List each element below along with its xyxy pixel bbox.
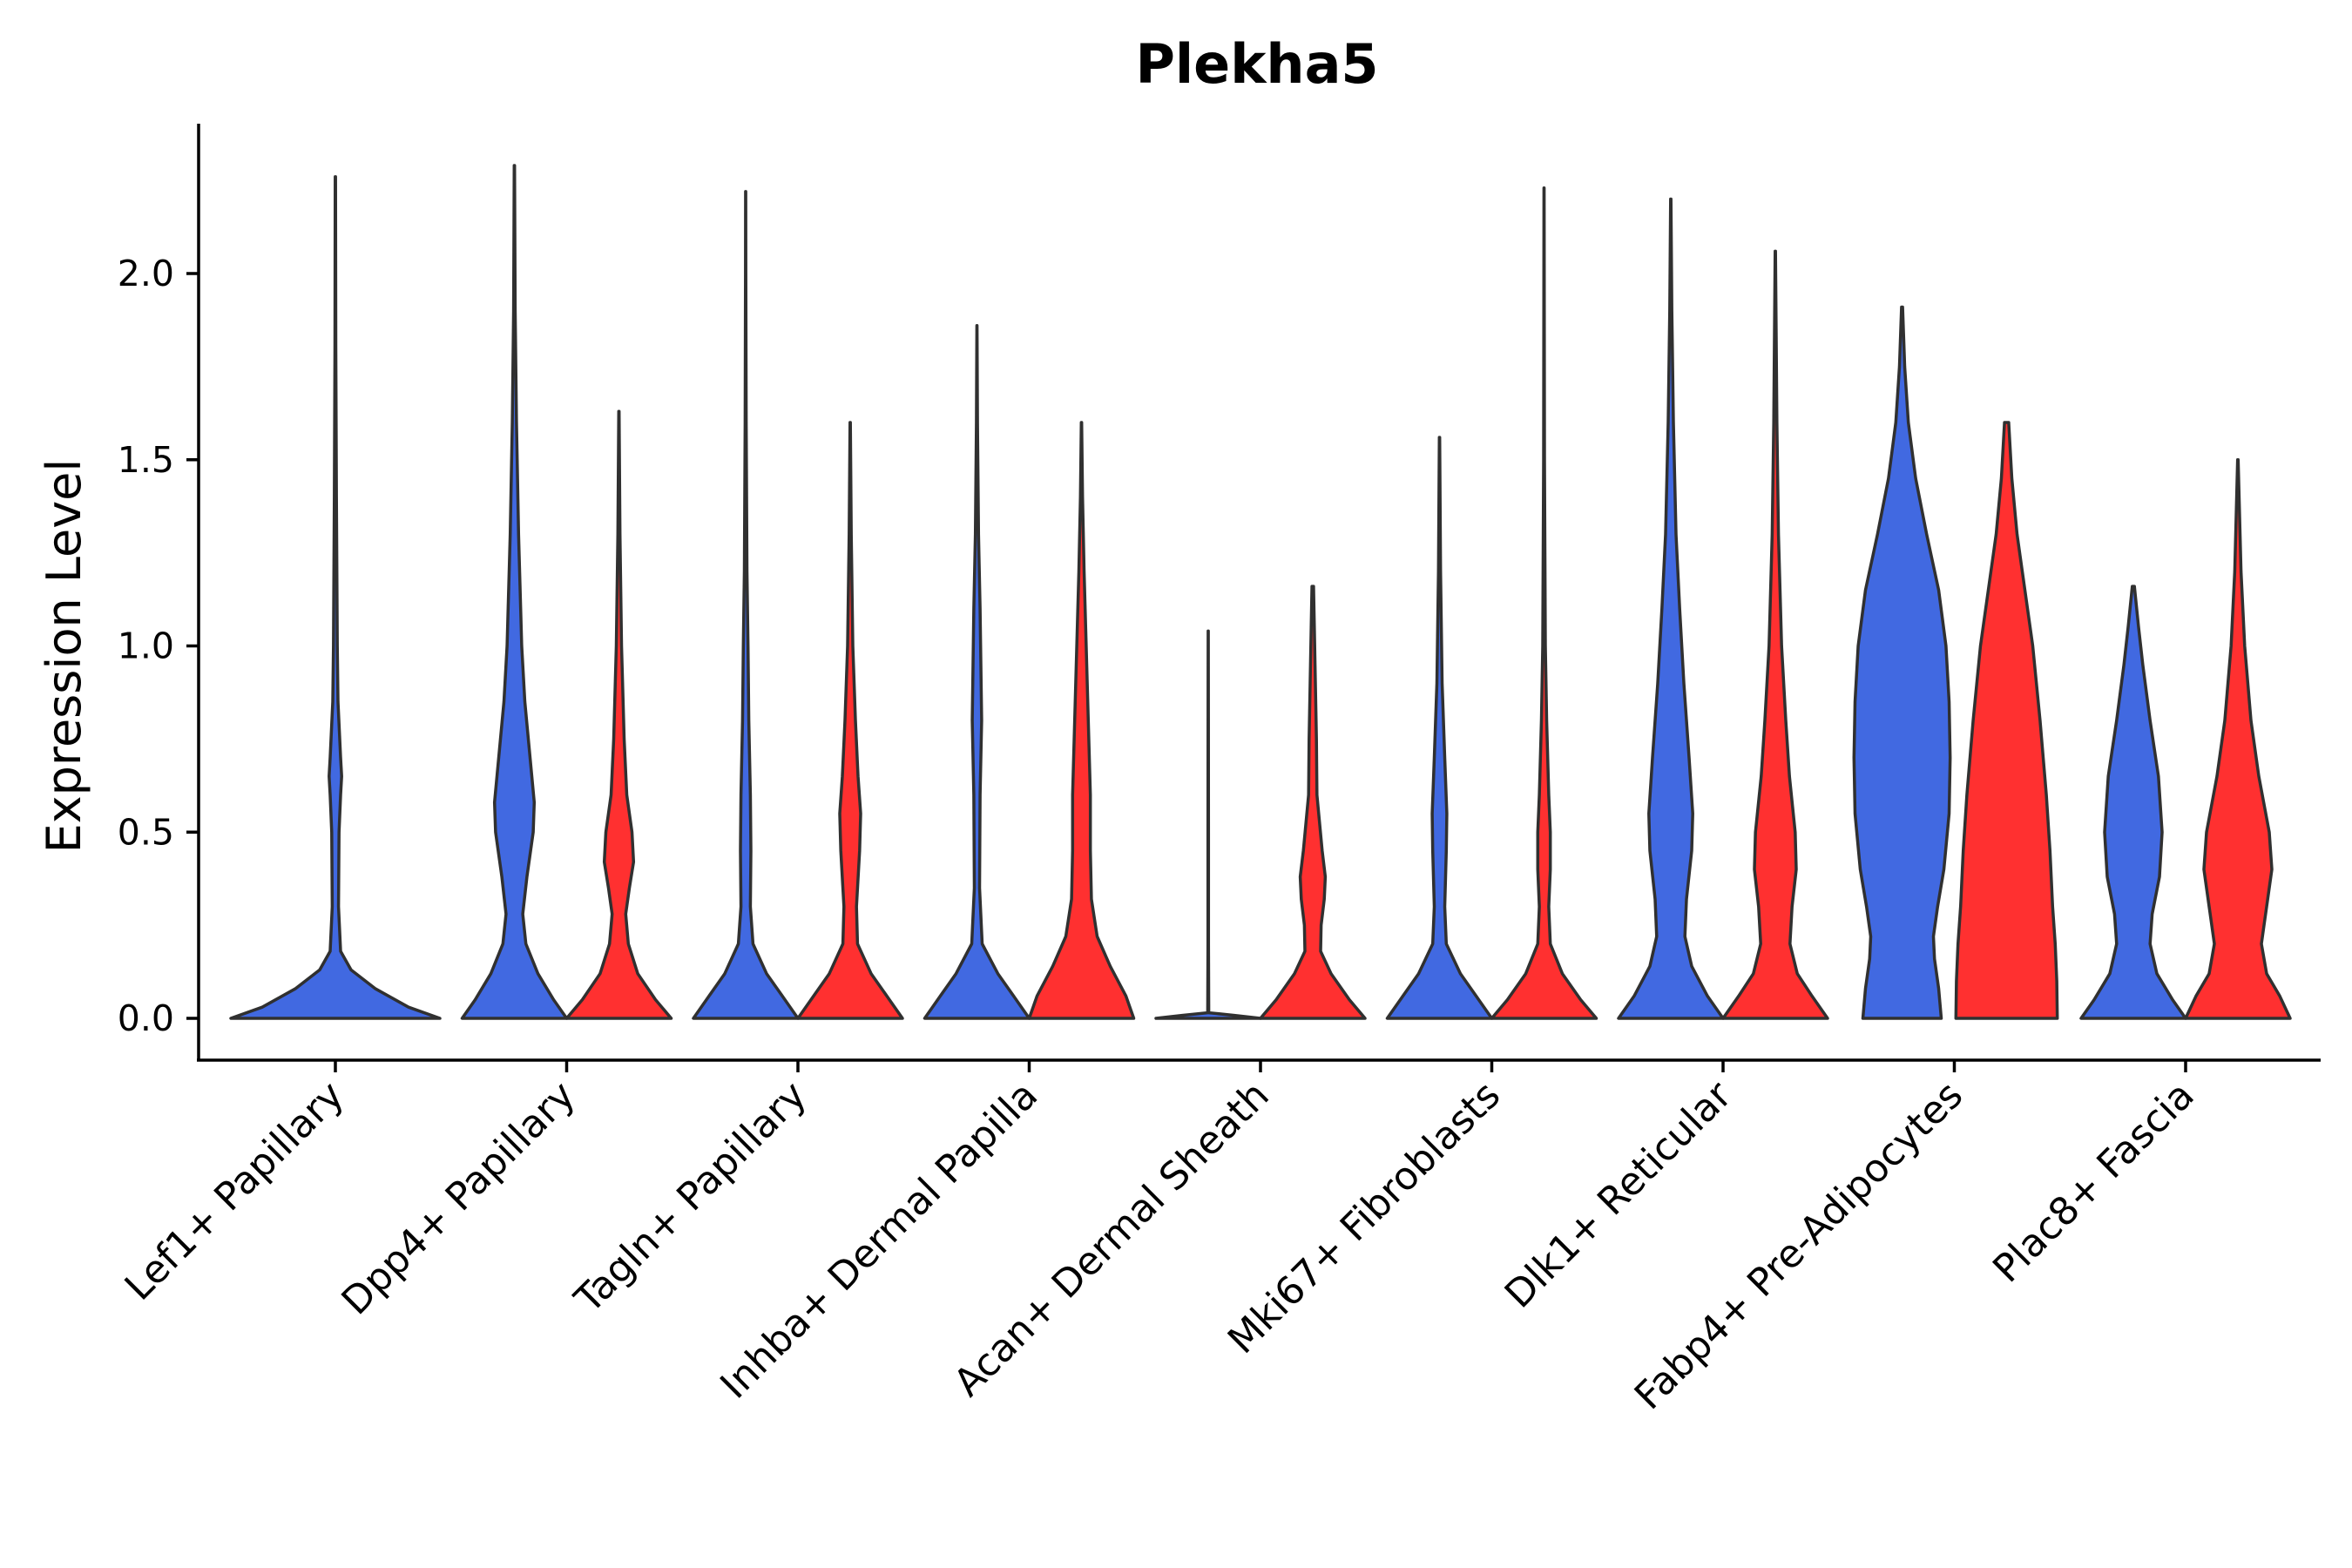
y-axis-ticks: 0.0 0.5 1.0 1.5 2.0	[118, 253, 199, 1039]
y-tick-label-1: 0.5	[118, 811, 174, 853]
y-tick-label-3: 1.5	[118, 439, 174, 481]
violin-blue-4	[1154, 629, 1262, 1020]
violin-layer	[229, 164, 2292, 1020]
violin-red-6	[1721, 249, 1829, 1020]
violin-blue-7	[1852, 305, 1952, 1020]
y-tick-label-4: 2.0	[118, 253, 174, 294]
chart-title: Plekha5	[1135, 32, 1378, 96]
y-axis-label: Expression Level	[37, 459, 91, 854]
violin-red-7	[1954, 421, 2059, 1020]
y-tick-label-0: 0.0	[118, 997, 174, 1039]
violin-red-4	[1259, 585, 1367, 1020]
violin-blue-1	[460, 164, 569, 1020]
y-tick-label-2: 1.0	[118, 625, 174, 667]
violin-red-3	[1027, 421, 1136, 1020]
violin-blue-5	[1385, 436, 1494, 1020]
violin-red-8	[2184, 458, 2292, 1020]
violin-blue-3	[923, 324, 1031, 1020]
violin-blue-6	[1617, 197, 1725, 1020]
violin-red-2	[796, 421, 904, 1020]
violin-blue-2	[692, 190, 800, 1020]
violin-blue-0	[229, 175, 442, 1020]
violin-red-1	[564, 409, 673, 1020]
violin-red-5	[1490, 186, 1598, 1020]
violin-blue-8	[2079, 585, 2187, 1020]
